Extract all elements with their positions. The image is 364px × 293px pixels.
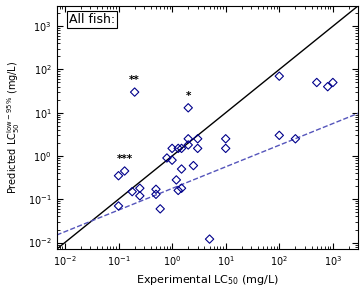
Point bbox=[314, 80, 320, 85]
Point bbox=[185, 137, 191, 141]
Point bbox=[153, 187, 159, 192]
Point bbox=[157, 207, 163, 211]
Point bbox=[122, 169, 127, 173]
Point bbox=[179, 186, 185, 190]
Point bbox=[185, 143, 191, 147]
Point bbox=[276, 133, 282, 138]
Point bbox=[195, 137, 201, 141]
Text: *: * bbox=[186, 91, 191, 101]
Point bbox=[173, 178, 179, 182]
Y-axis label: Predicted $\mathregular{LC_{50}^{low-95\%}}$ (mg/L): Predicted $\mathregular{LC_{50}^{low-95\… bbox=[5, 61, 22, 194]
X-axis label: Experimental LC$_{50}$ (mg/L): Experimental LC$_{50}$ (mg/L) bbox=[136, 273, 279, 287]
Point bbox=[116, 204, 122, 208]
Point bbox=[207, 237, 213, 241]
Point bbox=[153, 192, 159, 197]
Point bbox=[330, 80, 336, 85]
Point bbox=[175, 188, 181, 193]
Text: **: ** bbox=[129, 75, 140, 85]
Point bbox=[248, 257, 254, 262]
Point bbox=[137, 186, 143, 190]
Point bbox=[179, 146, 185, 151]
Point bbox=[169, 158, 175, 163]
Point bbox=[223, 137, 229, 141]
Point bbox=[175, 146, 181, 151]
Point bbox=[132, 90, 138, 94]
Point bbox=[190, 163, 196, 168]
Point bbox=[179, 167, 185, 171]
Point bbox=[293, 137, 298, 141]
Point bbox=[169, 146, 175, 151]
Text: All fish:: All fish: bbox=[69, 13, 115, 26]
Point bbox=[185, 105, 191, 110]
Point bbox=[129, 189, 135, 194]
Point bbox=[164, 156, 170, 160]
Point bbox=[223, 146, 229, 151]
Text: ***: *** bbox=[116, 154, 132, 164]
Point bbox=[276, 74, 282, 79]
Point bbox=[325, 84, 331, 89]
Point bbox=[137, 193, 143, 198]
Point bbox=[116, 173, 122, 178]
Point bbox=[195, 146, 201, 151]
